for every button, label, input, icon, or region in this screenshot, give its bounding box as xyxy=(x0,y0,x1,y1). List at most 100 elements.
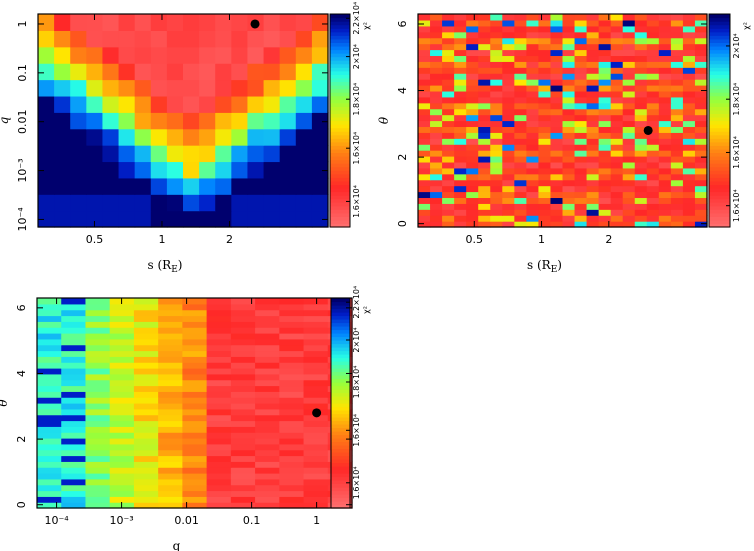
heatmap-cell xyxy=(150,145,168,163)
heatmap-cell xyxy=(586,25,600,33)
heatmap-cell xyxy=(454,90,467,98)
heatmap-cell xyxy=(303,303,329,311)
colorbar-strip xyxy=(709,102,730,107)
heatmap-cell xyxy=(215,63,232,81)
heatmap-cell xyxy=(598,37,612,45)
colorbar-strip xyxy=(331,445,350,450)
heatmap-cell xyxy=(303,414,329,422)
heatmap-cell xyxy=(86,194,104,212)
heatmap-cell xyxy=(311,210,329,228)
heatmap-cell xyxy=(478,156,491,163)
heatmap-cell xyxy=(118,161,136,179)
heatmap-cell xyxy=(562,144,576,151)
heatmap-cell xyxy=(230,414,256,422)
heatmap-cell xyxy=(514,108,527,116)
heatmap-cell xyxy=(70,194,87,212)
heatmap-cell xyxy=(610,108,624,116)
colorbar-strip xyxy=(331,371,350,376)
heatmap-cell xyxy=(634,49,648,57)
heatmap-cell xyxy=(442,90,455,98)
heatmap-cell xyxy=(454,161,467,169)
colorbar-strip xyxy=(709,138,730,143)
heatmap-cell xyxy=(466,167,479,175)
heatmap-cell xyxy=(586,61,600,68)
heatmap-cell xyxy=(206,426,232,433)
colorbar-strip xyxy=(330,173,350,178)
heatmap-cell xyxy=(526,37,540,45)
heatmap-cell xyxy=(231,161,249,179)
heatmap-cell xyxy=(158,414,183,422)
heatmap-cell xyxy=(255,338,280,346)
heatmap-cell xyxy=(418,215,431,222)
heatmap-cell xyxy=(230,408,256,416)
heatmap-cell xyxy=(454,67,467,74)
heatmap-cell xyxy=(37,350,62,357)
heatmap-cell xyxy=(118,128,136,146)
heatmap-cell xyxy=(418,150,431,157)
colorbar-strip xyxy=(330,127,350,132)
heatmap-cell xyxy=(303,373,329,381)
heatmap-cell xyxy=(562,96,576,104)
heatmap-cell xyxy=(61,303,87,311)
heatmap-cell xyxy=(133,426,159,433)
heatmap-cell xyxy=(574,138,588,145)
heatmap-cell xyxy=(478,79,491,86)
heatmap-cell xyxy=(454,49,467,57)
heatmap-cell xyxy=(418,96,431,104)
heatmap-cell xyxy=(574,61,588,68)
heatmap-cell xyxy=(694,102,708,110)
heatmap-cell xyxy=(255,344,280,352)
heatmap-cell xyxy=(574,19,588,27)
colorbar-strip xyxy=(709,124,730,129)
heatmap-cell xyxy=(610,14,624,21)
heatmap-cell xyxy=(61,432,87,439)
heatmap-cell xyxy=(490,138,503,145)
x-axis-label-close: ) xyxy=(557,258,562,272)
colorbar-strip xyxy=(709,219,730,225)
heatmap-cell xyxy=(255,385,280,392)
heatmap-cell xyxy=(478,179,491,187)
heatmap-cell xyxy=(622,179,636,187)
heatmap-cell xyxy=(682,43,696,51)
heatmap-cell xyxy=(303,391,329,398)
heatmap-cell xyxy=(622,209,636,216)
colorbar-strip xyxy=(709,109,730,114)
heatmap-cell xyxy=(478,167,491,175)
heatmap-cell xyxy=(502,120,515,128)
heatmap-cell xyxy=(490,102,503,110)
heatmap-cell xyxy=(133,338,159,346)
heatmap-cell xyxy=(502,79,515,86)
heatmap-cell xyxy=(454,215,467,222)
colorbar-strip xyxy=(330,102,350,107)
heatmap-cell xyxy=(134,194,152,212)
heatmap-cell xyxy=(255,391,280,398)
colorbar-tick-label: 1.6×10⁴ xyxy=(352,185,361,218)
heatmap-cell xyxy=(622,197,636,204)
heatmap-cell xyxy=(158,408,183,416)
heatmap-cell xyxy=(418,19,431,27)
heatmap-cell xyxy=(466,37,479,45)
colorbar-label: χ² xyxy=(742,22,751,30)
heatmap-cell xyxy=(85,443,111,451)
heatmap-cell xyxy=(526,96,540,104)
heatmap-cell xyxy=(85,473,111,480)
heatmap-cell xyxy=(61,443,87,451)
heatmap-cell xyxy=(658,167,672,175)
heatmap-cell xyxy=(478,215,491,222)
heatmap-cell xyxy=(230,303,256,311)
heatmap-cell xyxy=(182,461,208,468)
heatmap-cell xyxy=(538,67,552,74)
heatmap-cell xyxy=(418,203,431,210)
colorbar-strip xyxy=(330,21,350,26)
heatmap-cell xyxy=(658,114,672,122)
heatmap-cell xyxy=(85,426,111,433)
heatmap-cell xyxy=(682,126,696,133)
heatmap-cell xyxy=(158,449,183,457)
heatmap-cell xyxy=(182,321,208,328)
heatmap-cell xyxy=(166,30,184,48)
colorbar-strip xyxy=(331,399,350,404)
heatmap-cell xyxy=(206,461,232,468)
heatmap-cell xyxy=(622,120,636,128)
heatmap-cell xyxy=(54,210,71,228)
colorbar-frame xyxy=(329,13,351,228)
